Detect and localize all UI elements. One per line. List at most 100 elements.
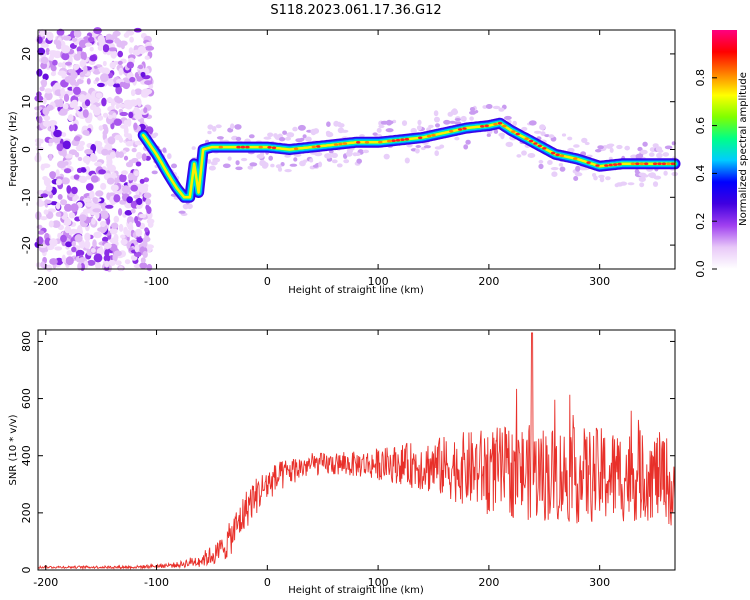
noise-cell [107,78,115,87]
halo-cell [359,134,365,138]
ridge-core [449,130,454,133]
noise-cell [73,174,80,180]
ridge-core [537,144,542,148]
noise-cell [37,47,46,56]
noise-cell [85,183,94,191]
halo-cell [235,166,243,171]
noise-cell [64,76,74,83]
noise-cell [72,64,80,71]
ridge-core [670,162,675,166]
noise-cell [143,107,148,114]
noise-cell [110,200,116,206]
noise-cell [77,262,82,271]
halo-cell [234,124,242,130]
halo-cell [178,210,186,214]
noise-cell [48,138,55,144]
noise-cell [80,51,86,60]
noise-cell [119,173,127,183]
noise-cell [130,89,136,97]
halo-cell [454,136,460,141]
ridge-core [364,141,370,144]
noise-cell [135,220,141,228]
noise-cell [120,234,126,239]
halo-cell [372,132,378,136]
ridge-core [484,124,489,128]
halo-cell [616,144,623,150]
noise-cell [97,35,105,44]
halo-cell [498,107,505,112]
spectrogram-y-ticks: -20 -10 0 10 20 [20,47,675,254]
halo-cell [207,159,212,164]
halo-cell [505,141,514,148]
noise-cell [106,192,111,200]
noise-cell [52,59,58,66]
halo-cell [354,152,361,156]
halo-cell [248,134,255,139]
y-tick-label: 800 [20,331,33,352]
noise-cell [57,194,63,200]
noise-cell [112,83,121,88]
noise-cell [100,73,109,82]
halo-cell [386,119,393,126]
noise-cell [127,133,133,140]
halo-cell [222,163,231,169]
noise-cell [106,158,113,166]
noise-cell [34,138,43,144]
ridge-core [493,122,498,126]
noise-cell [77,156,83,162]
noise-cell [37,230,45,235]
x-tick-label: 300 [589,275,610,288]
noise-cell [78,175,88,184]
ridge-core [462,127,467,130]
noise-cell [69,228,78,235]
x-tick-label: 200 [478,275,499,288]
noise-cell [113,215,120,223]
noise-cell [61,52,70,61]
halo-cell [279,137,286,142]
noise-cell [143,177,150,183]
halo-cell [548,134,555,139]
chart-title: S118.2023.061.17.36.G12 [270,3,441,18]
noise-cell [68,149,78,156]
y-tick-label: 600 [20,388,33,409]
halo-cell [295,138,304,143]
noise-cell [61,132,67,138]
halo-cell [648,172,654,178]
noise-cell [41,163,51,169]
noise-cell [94,161,103,167]
noise-cell [64,203,72,212]
halo-cell [284,169,292,173]
noise-cell [90,175,99,183]
halo-cell [191,146,196,150]
ridge-core [608,163,613,167]
ridge-core [666,162,671,166]
y-tick-label: 0 [20,567,33,574]
halo-cell [247,165,254,170]
noise-cell [55,202,61,210]
ridge-core [338,142,343,146]
noise-cell [66,250,73,256]
halo-cell [538,159,544,164]
halo-cell [227,156,232,161]
halo-cell [263,136,272,140]
x-tick-label: 0 [264,576,271,589]
noise-cell [128,159,134,165]
halo-cell [423,145,431,149]
noise-cell [48,50,58,55]
y-tick-label: -20 [20,236,33,254]
noise-cell [65,61,72,66]
halo-cell [534,130,542,134]
halo-cell [435,123,440,128]
noise-cell [100,220,106,228]
noise-cell [135,229,142,237]
halo-cell [230,123,235,130]
noise-cell [45,47,50,56]
halo-cell [336,163,343,168]
halo-cell [574,172,583,177]
noise-cell [133,263,142,269]
halo-cell [544,134,550,138]
x-tick-label: 100 [368,275,389,288]
noise-cell [79,71,86,78]
noise-cell [82,129,90,136]
halo-cell [638,176,646,182]
